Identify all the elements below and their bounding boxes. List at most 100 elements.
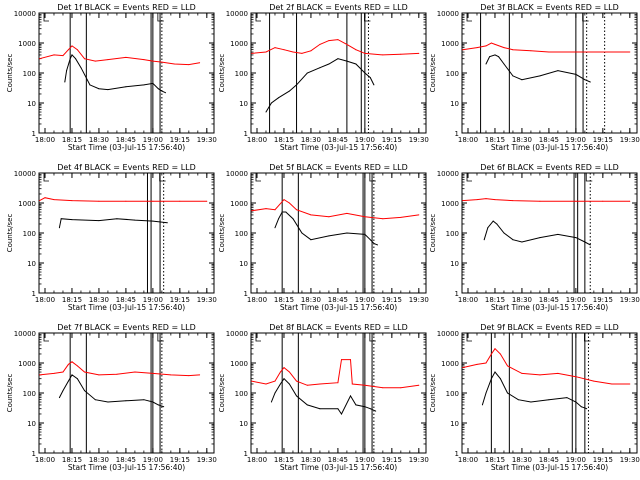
chart-panel-7: Det 7f BLACK = Events RED = LLD 1 10 100 100… xyxy=(6,323,217,472)
series-lld-point xyxy=(400,387,402,389)
series-events-point xyxy=(530,401,532,403)
series-lld-point xyxy=(364,52,366,54)
series-lld-point xyxy=(251,52,253,54)
series-lld-point xyxy=(71,361,73,363)
series-lld-point xyxy=(539,374,541,376)
series-events-point xyxy=(143,399,145,401)
series-events-point xyxy=(288,90,290,92)
series-lld-point xyxy=(265,383,267,385)
x-axis-label: Start Time (03-Jul-15 17:56:40) xyxy=(491,463,608,472)
series-lld-point xyxy=(296,380,297,382)
series-events-point xyxy=(496,223,498,225)
series-lld-point xyxy=(494,348,496,350)
y-tick-label: 1 xyxy=(455,290,459,298)
plot-frame xyxy=(250,332,427,454)
series-lld-point xyxy=(98,374,100,376)
y-tick-label: 1 xyxy=(32,290,36,298)
y-tick-label: 10 xyxy=(450,420,459,428)
end-bracket-mark xyxy=(157,13,164,22)
x-tick-label: 19:15 xyxy=(382,296,402,304)
series-events-point xyxy=(485,392,487,394)
series-lld-point xyxy=(161,61,163,63)
series-lld-point xyxy=(602,51,604,53)
x-tick-label: 18:15 xyxy=(485,296,505,304)
series-events-point xyxy=(373,84,375,86)
series-lld-point xyxy=(507,365,508,367)
x-tick-label: 18:00 xyxy=(35,136,55,144)
series-lld-point xyxy=(593,380,595,382)
series-events-point xyxy=(512,75,514,77)
x-tick-label: 18:30 xyxy=(89,296,109,304)
series-lld-point xyxy=(143,59,145,61)
series-lld-point xyxy=(485,198,487,200)
series-events-point xyxy=(278,218,280,220)
series-events-point xyxy=(107,89,109,91)
series-events-line xyxy=(265,58,375,113)
series-lld-point xyxy=(283,49,285,51)
series-events-point xyxy=(107,401,109,403)
series-lld-line xyxy=(39,45,200,66)
series-lld-point xyxy=(67,363,69,365)
start-bracket-mark xyxy=(43,13,49,22)
y-tick-label: 1 xyxy=(32,450,36,458)
series-lld-point xyxy=(462,49,464,51)
series-events-point xyxy=(557,233,559,235)
series-lld-point xyxy=(288,371,290,373)
series-events-point xyxy=(575,73,577,75)
series-events-point xyxy=(292,218,294,220)
series-lld-point xyxy=(274,209,276,211)
end-bracket-mark xyxy=(369,173,376,182)
chart-panel-6: Det 6f BLACK = Events RED = LLD 1 10 100 100… xyxy=(429,163,640,312)
series-lld-point xyxy=(490,353,492,355)
x-tick-label: 18:15 xyxy=(62,296,82,304)
series-events-point xyxy=(566,397,568,399)
series-events-point xyxy=(69,58,71,60)
series-lld-line xyxy=(251,39,419,56)
x-tick-label: 18:00 xyxy=(247,296,267,304)
y-tick-label: 100 xyxy=(235,230,248,238)
series-lld-point xyxy=(602,200,604,202)
series-lld-point xyxy=(39,374,41,376)
series-events-point xyxy=(80,67,82,69)
series-events-point xyxy=(481,404,483,406)
start-bracket-mark xyxy=(255,333,261,342)
series-lld-point xyxy=(152,60,154,62)
series-lld-point xyxy=(62,55,64,57)
series-events-point xyxy=(64,81,66,83)
x-tick-label: 18:45 xyxy=(539,136,559,144)
series-lld-point xyxy=(494,199,496,201)
series-lld-point xyxy=(337,382,339,384)
y-tick-label: 10000 xyxy=(14,170,36,178)
series-events-point xyxy=(557,70,559,72)
series-events-point xyxy=(517,399,519,401)
series-events-point xyxy=(490,378,492,380)
x-tick-label: 18:15 xyxy=(62,136,82,144)
series-events-line xyxy=(58,374,164,408)
series-events-point xyxy=(539,237,541,239)
x-tick-label: 19:15 xyxy=(170,456,190,464)
series-lld-point xyxy=(382,218,384,220)
series-events-point xyxy=(270,102,272,104)
y-tick-label: 10000 xyxy=(14,10,36,18)
x-tick-label: 18:00 xyxy=(458,136,478,144)
series-events-point xyxy=(166,222,168,224)
x-tick-label: 19:30 xyxy=(620,456,640,464)
x-tick-label: 19:30 xyxy=(197,136,217,144)
series-lld-point xyxy=(251,210,253,212)
chart-panel-3: Det 3f BLACK = Events RED = LLD 1 10 100 100… xyxy=(429,3,640,152)
x-tick-label: 18:45 xyxy=(539,296,559,304)
series-events-point xyxy=(301,232,303,234)
series-lld-point xyxy=(170,374,172,376)
x-tick-label: 18:00 xyxy=(458,456,478,464)
chart-panel-1: Det 1f BLACK = Events RED = LLD 1 10 100 100… xyxy=(6,3,217,152)
series-events-point xyxy=(71,219,73,221)
start-bracket-mark xyxy=(255,173,261,182)
series-lld-point xyxy=(499,353,501,355)
y-tick-label: 100 xyxy=(446,70,459,78)
y-tick-label: 10 xyxy=(27,260,36,268)
x-axis-label: Start Time (03-Jul-15 17:56:40) xyxy=(68,303,185,312)
x-tick-label: 18:30 xyxy=(301,296,321,304)
series-lld-point xyxy=(629,383,631,385)
y-tick-label: 1 xyxy=(244,130,248,138)
x-tick-label: 18:45 xyxy=(328,456,348,464)
